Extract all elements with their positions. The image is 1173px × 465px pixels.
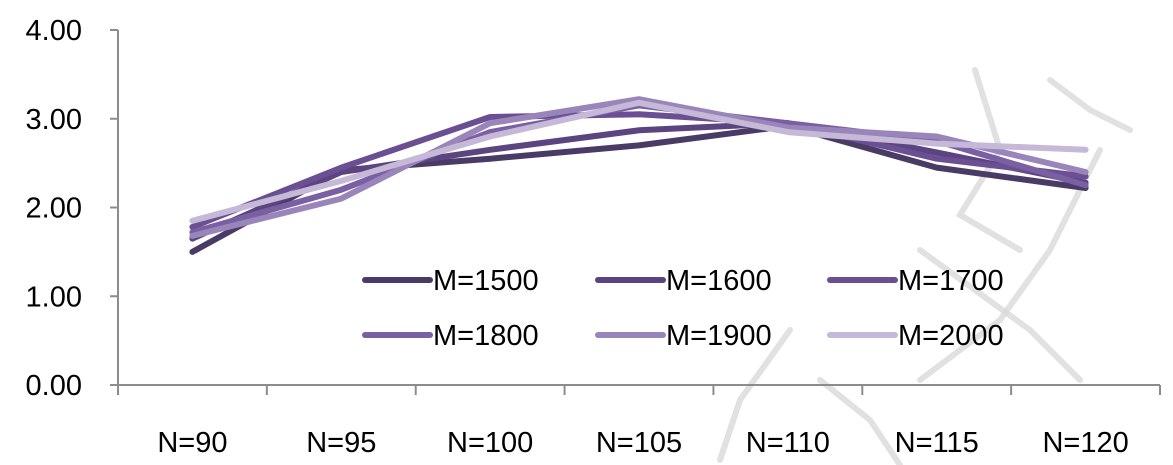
legend-label: M=1600 [666,265,772,297]
series-line-m-1900 [189,96,1089,239]
legend-label: M=1800 [433,320,539,352]
y-tick-label: 4.00 [26,15,82,47]
y-tick-label: 1.00 [26,281,82,313]
y-tick-label: 0.00 [26,370,82,402]
x-axis: N=90 N=95 N=100 N=105 N=110 N=115 N=120 [117,384,1161,459]
legend-label: M=1700 [898,265,1004,297]
series-line-m-1700 [189,111,1089,230]
legend-label: M=1900 [666,320,772,352]
y-axis: 0.00 1.00 2.00 3.00 4.00 [26,15,119,402]
y-tick-label: 3.00 [26,104,82,136]
series-lines [189,96,1089,255]
x-tick-label: N=120 [1042,427,1128,459]
series-line-m-1600 [189,120,1089,242]
x-tick-label: N=100 [447,427,533,459]
legend-label: M=1500 [433,265,539,297]
x-tick-label: N=90 [157,427,227,459]
legend: M=1500 M=1600 M=1700 M=1800 M=1900 M=2000 [362,265,1004,352]
y-tick-label: 2.00 [26,193,82,225]
x-tick-label: N=95 [306,427,376,459]
x-tick-label: N=110 [746,427,830,459]
legend-label: M=2000 [898,320,1004,352]
x-tick-label: N=105 [596,427,682,459]
x-tick-label: N=115 [895,427,979,459]
series-line-m-2000 [189,99,1089,224]
watermark [717,67,1133,465]
